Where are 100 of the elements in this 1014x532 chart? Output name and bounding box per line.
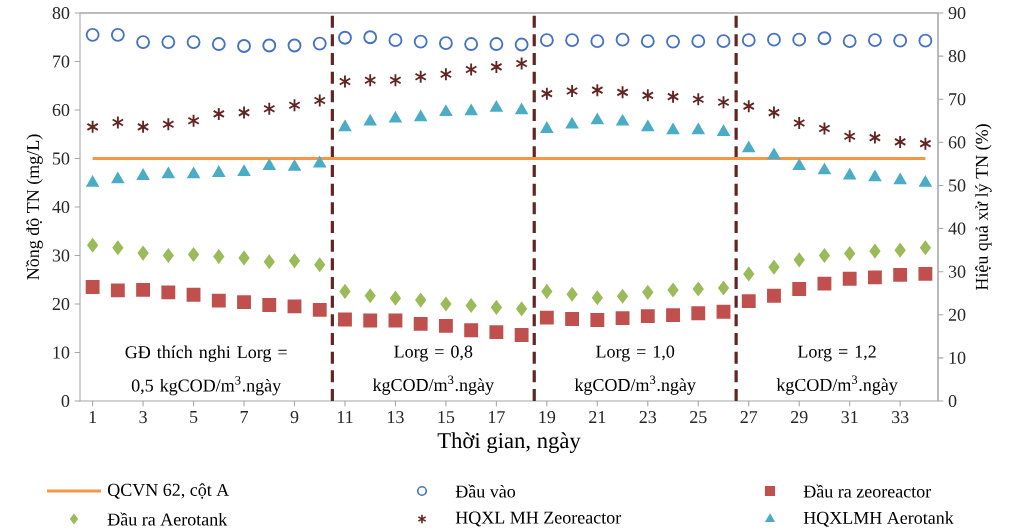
point bbox=[844, 246, 856, 261]
point bbox=[438, 36, 453, 51]
annotation: GĐ thích nghi Lorg = 0,5 kgCOD/m$^{3}$.ngày bbox=[125, 345, 287, 396]
y2-tick-label: 90 bbox=[948, 6, 966, 20]
y-tick-label: 0 bbox=[61, 394, 70, 408]
point bbox=[793, 252, 805, 267]
annotation: Lorg = 1,0 kgCOD/m$^{3}$.ngày bbox=[574, 345, 696, 395]
point bbox=[692, 282, 704, 296]
x-tick-label: 29 bbox=[791, 411, 808, 424]
y2-tick-label: 50 bbox=[949, 179, 966, 192]
point bbox=[893, 33, 908, 48]
x-tick-label: 9 bbox=[290, 411, 299, 424]
point bbox=[338, 74, 352, 89]
point bbox=[263, 159, 276, 170]
point bbox=[640, 34, 655, 49]
point bbox=[161, 285, 176, 300]
point bbox=[187, 167, 200, 179]
y-tick-label: 10 bbox=[53, 346, 70, 359]
x-tick-label: 1 bbox=[89, 411, 97, 423]
point bbox=[414, 69, 427, 84]
point bbox=[666, 89, 680, 104]
point bbox=[640, 309, 655, 324]
point bbox=[136, 283, 151, 297]
point bbox=[842, 34, 857, 49]
y2-tick-label: 60 bbox=[948, 136, 966, 149]
point bbox=[262, 38, 277, 53]
legend-label: Đầu ra Aerotank bbox=[107, 512, 228, 526]
point bbox=[413, 316, 428, 331]
point bbox=[716, 304, 731, 319]
point bbox=[363, 30, 378, 45]
point bbox=[489, 325, 504, 340]
point bbox=[819, 248, 830, 263]
point bbox=[540, 122, 553, 133]
point bbox=[540, 86, 553, 101]
point bbox=[918, 266, 933, 281]
point bbox=[565, 84, 579, 98]
point bbox=[314, 257, 326, 272]
y2-axis-title: Hiệu quả xử lý TN (%) bbox=[975, 124, 992, 291]
x-tick-label: 25 bbox=[690, 411, 707, 424]
point bbox=[364, 73, 377, 88]
point bbox=[515, 56, 528, 71]
point bbox=[388, 33, 403, 48]
point bbox=[717, 125, 730, 136]
point bbox=[464, 323, 479, 338]
point bbox=[718, 281, 729, 295]
point bbox=[288, 98, 301, 113]
point bbox=[489, 37, 504, 51]
y2-tick-label: 80 bbox=[948, 50, 966, 63]
x-tick-label: 19 bbox=[539, 411, 556, 424]
y2-tick-label: 30 bbox=[948, 265, 966, 278]
x-tick-label: 7 bbox=[240, 411, 249, 423]
point bbox=[211, 293, 226, 308]
point bbox=[338, 312, 352, 327]
point bbox=[237, 295, 251, 309]
x-tick-label: 23 bbox=[639, 411, 657, 424]
point bbox=[112, 240, 124, 255]
point bbox=[539, 310, 554, 325]
y2-tick-label: 70 bbox=[949, 93, 966, 106]
point bbox=[137, 246, 149, 261]
y2-tick-label: 0 bbox=[948, 394, 957, 408]
x-tick-label: 15 bbox=[438, 411, 455, 424]
point bbox=[490, 59, 503, 74]
point bbox=[237, 165, 251, 177]
point bbox=[767, 32, 781, 47]
point bbox=[616, 85, 629, 100]
y2-tick-label: 40 bbox=[948, 222, 966, 235]
point bbox=[591, 83, 604, 98]
point bbox=[136, 35, 151, 50]
point bbox=[364, 114, 377, 126]
point bbox=[591, 113, 604, 125]
point bbox=[312, 36, 327, 51]
y-tick-label: 70 bbox=[53, 55, 70, 68]
point bbox=[541, 284, 553, 299]
y2-tick-label: 10 bbox=[949, 351, 966, 364]
y2-tick-label: 20 bbox=[948, 308, 966, 321]
point bbox=[869, 244, 881, 259]
x-axis-title: Thời gian, ngày bbox=[437, 432, 581, 453]
point bbox=[313, 156, 326, 168]
legend-label: Đầu vào bbox=[455, 484, 516, 498]
point bbox=[894, 243, 906, 258]
point bbox=[843, 129, 856, 144]
point bbox=[515, 103, 528, 115]
point bbox=[440, 297, 452, 311]
point bbox=[768, 260, 780, 275]
point bbox=[867, 33, 882, 48]
point bbox=[465, 104, 478, 116]
point bbox=[162, 167, 175, 179]
point bbox=[111, 115, 124, 130]
point bbox=[389, 73, 402, 88]
point bbox=[338, 120, 352, 132]
point bbox=[641, 120, 654, 132]
point bbox=[213, 249, 225, 264]
point bbox=[539, 33, 554, 48]
point bbox=[516, 301, 528, 316]
point bbox=[792, 32, 807, 47]
point bbox=[767, 148, 781, 160]
point bbox=[237, 105, 251, 120]
point bbox=[716, 34, 731, 49]
point bbox=[364, 288, 376, 303]
point bbox=[868, 130, 882, 145]
